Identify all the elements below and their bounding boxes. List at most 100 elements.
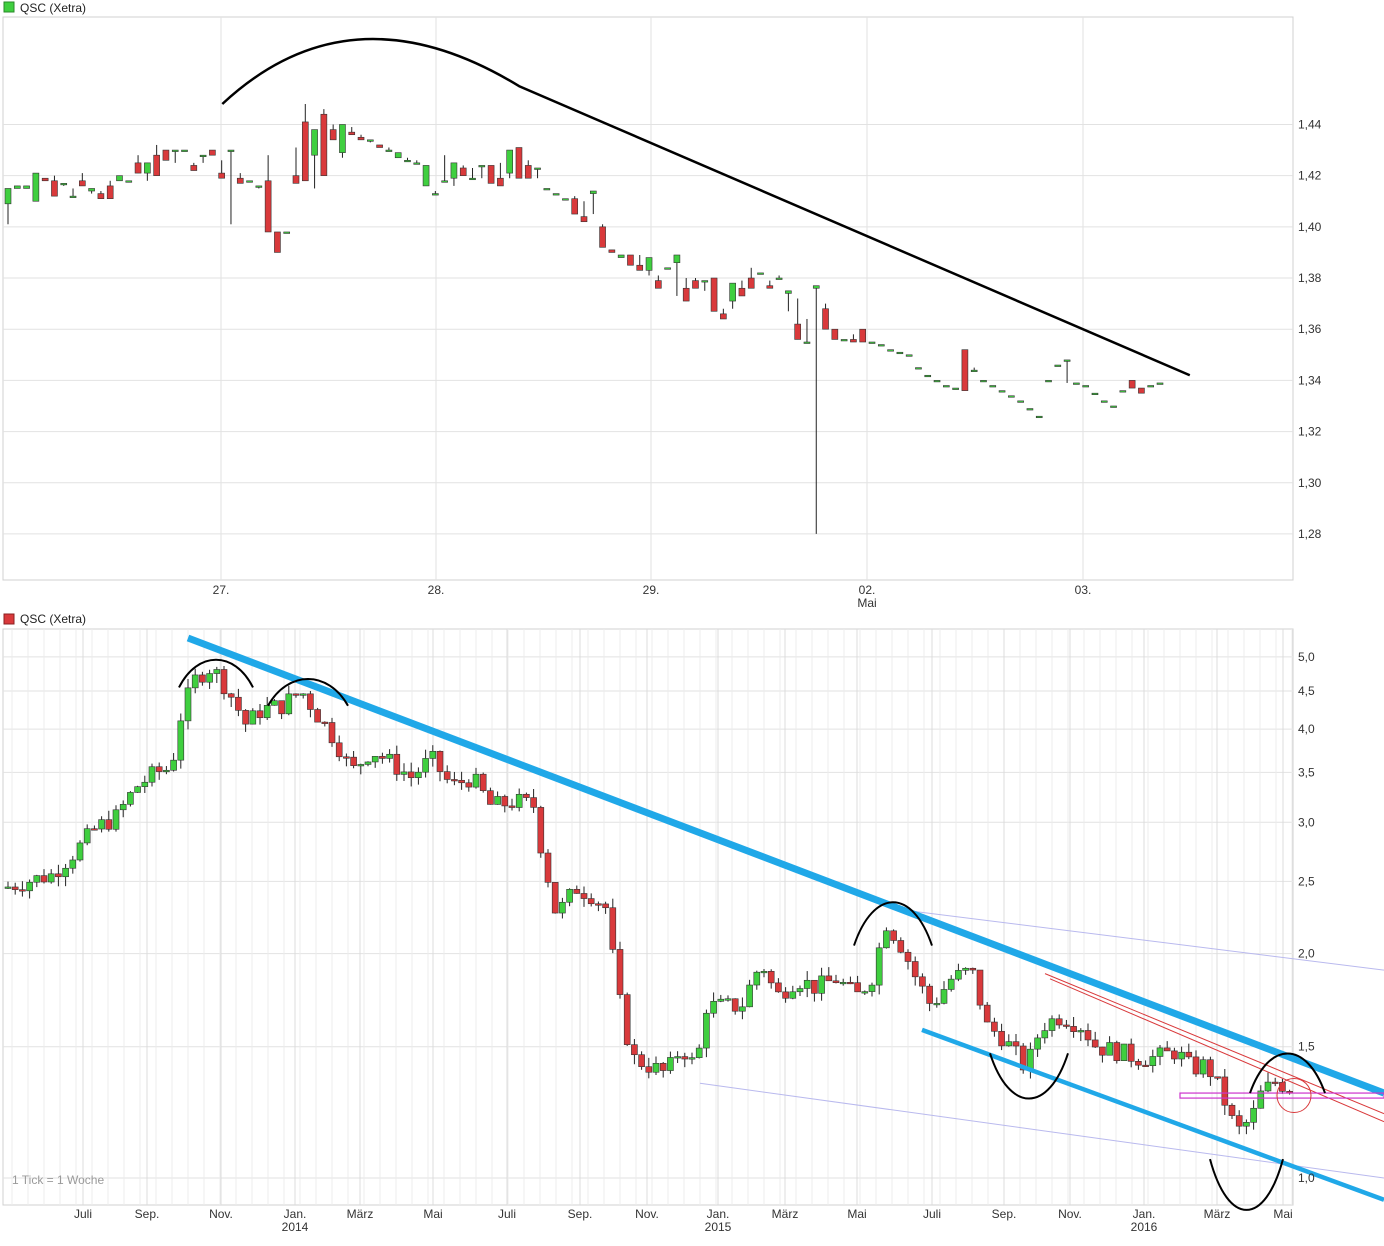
x-tick-label: Juli [923,1207,941,1221]
candle-body [1082,385,1089,388]
candle-body [897,940,905,953]
candle-body [141,781,149,787]
grid [3,17,1293,580]
candle-body [1119,390,1127,393]
candle-body [472,773,480,788]
x-tick-label: Sep. [992,1207,1017,1221]
highlight-circle [1276,1078,1312,1114]
x-tick-label: 02. [859,583,876,597]
bell-top [853,901,933,946]
candle-body [458,779,465,784]
candle-body [220,669,228,695]
candle-body [664,267,671,270]
candle-body [796,988,804,993]
candle-body [134,162,142,174]
candle-body [299,693,307,696]
candle-body [1271,1081,1279,1084]
y-tick-label: 2,5 [1298,874,1315,888]
candle-body [1026,408,1034,411]
candle-body [320,113,328,176]
candle-body [134,786,141,793]
candle-body [905,354,913,357]
candle-body [753,971,761,986]
candle-body [1250,1107,1257,1123]
candle-body [348,131,356,136]
candle-body [859,328,867,343]
candle-series [4,666,1293,1135]
candle-body [1070,1026,1077,1032]
candle-body [825,975,833,982]
candle-body [911,961,919,978]
candle-body [638,1054,645,1067]
y-tick-label: 1,34 [1298,373,1322,387]
candle-body [1156,1047,1164,1057]
candle-body [451,779,458,782]
candle-body [1264,1081,1272,1092]
candle-body [422,758,429,773]
y-axis-ticks: 1,28 1,30 1,32 1,34 1,36 1,38 1,40 1,42 1,44 [1298,117,1322,540]
candle-series [4,104,1164,534]
candle-body [947,978,955,990]
candle-body [199,674,206,683]
candle-body [919,976,926,987]
candle-body [854,982,861,993]
fine-line-upper [889,907,1384,971]
x-tick-label: Mai [423,1207,442,1221]
candle-body [991,1021,998,1032]
y-tick-label: 4,5 [1298,684,1315,698]
x-tick-sublabel: Mai [857,596,876,610]
y-tick-label: 1,0 [1298,1171,1315,1185]
candle-body [335,742,343,758]
candle-body [41,177,49,182]
candle-body [1199,1059,1207,1075]
candle-body [943,385,950,388]
candle-body [766,285,774,289]
candle-body [1142,1064,1149,1067]
candle-body [1017,400,1024,403]
candle-body [329,129,337,141]
candle-body [1149,1056,1157,1067]
candle-body [1135,1061,1142,1066]
x-tick-label: Nov. [635,1207,659,1221]
candle-body [292,175,300,184]
candle-body [285,693,293,715]
candle-body [952,387,959,390]
candle-body [494,796,501,805]
candle-body [191,674,199,689]
candle-body [1055,1018,1063,1026]
candle-body [112,809,120,830]
candle-body [79,180,86,187]
candle-body [720,313,727,320]
y-tick-label: 3,5 [1298,765,1315,779]
candle-body [1178,1051,1185,1060]
candle-body [559,901,566,914]
candle-body [450,162,458,179]
candle-body [274,231,281,253]
candle-body [404,160,411,163]
lower-channel [921,1027,1384,1202]
candle-body [429,750,437,759]
y-tick-label: 2,0 [1298,947,1315,961]
candle-body [731,998,739,1012]
candle-body [127,792,134,805]
candle-body [832,980,840,984]
candle-body [976,969,984,1006]
candle-body [989,385,997,388]
candle-body [962,967,969,971]
y-tick-label: 3,0 [1298,815,1315,829]
candle-body [55,873,62,878]
candle-body [26,881,33,892]
candle-body [364,761,372,765]
candle-body [524,165,532,179]
candle-body [249,710,257,725]
legend-swatch [3,1,15,13]
y-tick-label: 1,30 [1298,476,1322,490]
candle-body [163,769,170,773]
candle-body [190,165,198,171]
candle-body [23,185,30,189]
candle-body [443,771,451,780]
candle-body [695,1047,703,1058]
candle-body [343,756,350,759]
candle-body [206,673,213,683]
candle-body [616,949,624,995]
